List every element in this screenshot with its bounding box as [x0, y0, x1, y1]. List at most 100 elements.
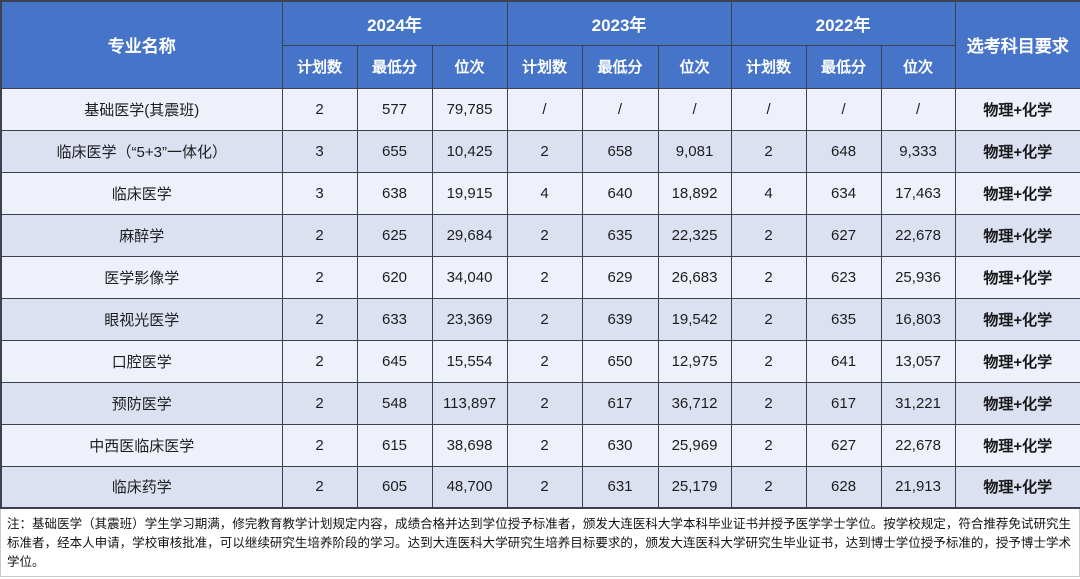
subject-requirement-cell: 物理+化学	[954, 381, 1080, 425]
admission-score-table: 专业名称 2024年 2023年 2022年 选考科目要求 计划数 最低分 位次…	[0, 0, 1080, 509]
table-row: 口腔医学 2 645 15,554 2 650 12,975 2 641 13,057 物理+化学	[0, 339, 1080, 383]
plan-2024-cell: 2	[281, 423, 358, 467]
rank-2023-cell: 22,325	[657, 213, 732, 257]
header-2022-rank: 位次	[880, 44, 956, 89]
rank-2022-cell: 9,333	[880, 129, 956, 173]
plan-2023-cell: 2	[506, 465, 583, 509]
rank-2024-cell: 15,554	[431, 339, 508, 383]
header-row-years: 专业名称 2024年 2023年 2022年 选考科目要求	[0, 0, 1080, 89]
plan-2023-cell: 2	[506, 297, 583, 341]
table-header: 专业名称 2024年 2023年 2022年 选考科目要求 计划数 最低分 位次…	[0, 0, 1080, 89]
plan-2023-cell: 2	[506, 213, 583, 257]
plan-2023-cell: 2	[506, 255, 583, 299]
header-2022-plan-count: 计划数	[730, 44, 807, 89]
plan-2022-cell: 2	[730, 381, 807, 425]
major-name-cell: 基础医学(其震班)	[0, 87, 283, 131]
table-row: 临床药学 2 605 48,700 2 631 25,179 2 628 21,913 物理+化学	[0, 465, 1080, 509]
subject-requirement-cell: 物理+化学	[954, 255, 1080, 299]
min-score-2024-cell: 620	[356, 255, 433, 299]
header-2023-min-score: 最低分	[581, 44, 659, 89]
min-score-2022-cell: 617	[805, 381, 882, 425]
rank-2023-cell: 12,975	[657, 339, 732, 383]
rank-2022-cell: 13,057	[880, 339, 956, 383]
rank-2024-cell: 79,785	[431, 87, 508, 131]
plan-2022-cell: 2	[730, 255, 807, 299]
min-score-2022-cell: 648	[805, 129, 882, 173]
min-score-2024-cell: 638	[356, 171, 433, 215]
rank-2023-cell: 19,542	[657, 297, 732, 341]
rank-2024-cell: 19,915	[431, 171, 508, 215]
min-score-2022-cell: 628	[805, 465, 882, 509]
min-score-2024-cell: 605	[356, 465, 433, 509]
min-score-2022-cell: 634	[805, 171, 882, 215]
table-row: 预防医学 2 548 113,897 2 617 36,712 2 617 31,221 物理+化学	[0, 381, 1080, 425]
plan-2022-cell: 2	[730, 297, 807, 341]
min-score-2023-cell: 639	[581, 297, 659, 341]
plan-2023-cell: 2	[506, 423, 583, 467]
table-body: 基础医学(其震班) 2 577 79,785// / / / / 物理+化学 临床医学（“5+3”…	[0, 87, 1080, 509]
rank-2022-cell: 22,678	[880, 213, 956, 257]
table-row: 临床医学（“5+3”一体化） 3 655 10,425 2 658 9,081 2 648 9,3…	[0, 129, 1080, 173]
rank-2022-cell: 31,221	[880, 381, 956, 425]
rank-2022-cell: 16,803	[880, 297, 956, 341]
plan-2024-cell: 3	[281, 171, 358, 215]
header-2024-min-score: 最低分	[356, 44, 433, 89]
plan-2023-cell: 2	[506, 129, 583, 173]
min-score-2024-cell: 548	[356, 381, 433, 425]
header-row-subcolumns: 计划数 最低分 位次 计划数 最低分 位次 计划数 最低分 位次	[1, 44, 1080, 89]
plan-2023-cell: 2	[506, 339, 583, 383]
plan-2024-cell: 2	[281, 213, 358, 257]
header-year-2022: 2022年	[730, 0, 956, 46]
plan-2024-cell: 2	[281, 255, 358, 299]
table-row: 医学影像学 2 620 34,040 2 629 26,683 2 623 25,936 物理+化学	[0, 255, 1080, 299]
rank-2024-cell: 10,425	[431, 129, 508, 173]
rank-2023-cell: 36,712	[657, 381, 732, 425]
plan-2023-cell: 2	[506, 381, 583, 425]
rank-2023-cell: 25,969	[657, 423, 732, 467]
table-row: 麻醉学 2 625 29,684 2 635 22,325 2 627 22,678 物理+化学	[0, 213, 1080, 257]
major-name-cell: 医学影像学	[0, 255, 283, 299]
major-name-cell: 临床医学（“5+3”一体化）	[0, 129, 283, 173]
min-score-2024-cell: 633	[356, 297, 433, 341]
major-name-cell: 眼视光医学	[0, 297, 283, 341]
plan-2022-cell: /	[730, 87, 807, 131]
min-score-2023-cell: /	[581, 87, 659, 131]
min-score-2022-cell: 635	[805, 297, 882, 341]
major-name-cell: 口腔医学	[0, 339, 283, 383]
major-name-cell: 麻醉学	[0, 213, 283, 257]
table-row: 中西医临床医学 2 615 38,698 2 630 25,969 2 627 22,678 物理+…	[0, 423, 1080, 467]
rank-2023-cell: 26,683	[657, 255, 732, 299]
rank-2024-cell: 23,369	[431, 297, 508, 341]
min-score-2023-cell: 635	[581, 213, 659, 257]
subject-requirement-cell: 物理+化学	[954, 213, 1080, 257]
rank-2024-cell: 48,700	[431, 465, 508, 509]
header-year-2023: 2023年	[506, 0, 732, 46]
min-score-2024-cell: 645	[356, 339, 433, 383]
header-major-name: 专业名称	[0, 0, 283, 89]
subject-requirement-cell: 物理+化学	[954, 297, 1080, 341]
plan-2024-cell: 2	[281, 297, 358, 341]
plan-2024-cell: 2	[281, 465, 358, 509]
rank-2023-cell: /	[657, 87, 732, 131]
rank-2024-cell: 29,684	[431, 213, 508, 257]
rank-2024-cell: 34,040	[431, 255, 508, 299]
min-score-2023-cell: 630	[581, 423, 659, 467]
rank-2022-cell: 22,678	[880, 423, 956, 467]
plan-2022-cell: 2	[730, 213, 807, 257]
min-score-2023-cell: 658	[581, 129, 659, 173]
major-name-cell: 预防医学	[0, 381, 283, 425]
subject-requirement-cell: 物理+化学	[954, 171, 1080, 215]
plan-2024-cell: 2	[281, 87, 358, 131]
min-score-2024-cell: 615	[356, 423, 433, 467]
min-score-2022-cell: 623	[805, 255, 882, 299]
rank-2023-cell: 18,892	[657, 171, 732, 215]
min-score-2023-cell: 650	[581, 339, 659, 383]
header-2023-plan-count: 计划数	[506, 44, 583, 89]
plan-2022-cell: 2	[730, 339, 807, 383]
rank-2022-cell: /	[880, 87, 956, 131]
rank-2024-cell: 113,897	[431, 381, 508, 425]
rank-2022-cell: 25,936	[880, 255, 956, 299]
plan-2022-cell: 2	[730, 465, 807, 509]
min-score-2022-cell: /	[805, 87, 882, 131]
